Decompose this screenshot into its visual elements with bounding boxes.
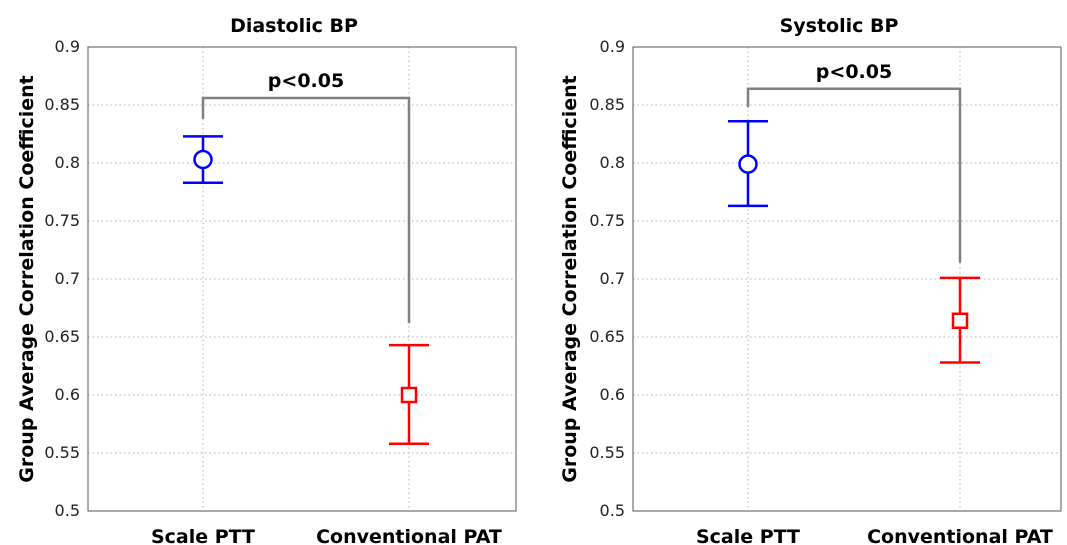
circle-marker [738, 154, 758, 174]
y-tick-label: 0.65 [44, 327, 80, 346]
plot-area-frame [632, 46, 1062, 512]
y-tick-label: 0.85 [44, 95, 80, 114]
plot-area-frame [87, 46, 517, 512]
y-tick-label: 0.5 [600, 501, 625, 520]
y-tick-label: 0.9 [600, 37, 625, 56]
y-tick-label: 0.7 [55, 269, 80, 288]
y-tick-label: 0.85 [589, 95, 625, 114]
chart-title: Diastolic BP [230, 15, 358, 37]
y-tick-label: 0.55 [44, 443, 80, 462]
significance-bracket [201, 96, 411, 324]
circle-marker [193, 149, 213, 170]
y-tick-label: 0.55 [589, 443, 625, 462]
x-tick-label: Scale PTT [151, 526, 255, 545]
y-tick-label: 0.8 [600, 153, 625, 172]
significance-bracket [746, 87, 962, 263]
chart-panel-1: 0.5 0.55 0.6 0.65 0.7 0.75 0.8 0.85 0.9 Diastolic… [16, 15, 517, 545]
y-axis-label: Group Average Correlation Coefficient [559, 75, 581, 482]
y-tick-label: 0.75 [589, 211, 625, 230]
y-tick-label: 0.9 [55, 37, 80, 56]
y-axis-label: Group Average Correlation Coefficient [16, 75, 38, 482]
y-tick-label: 0.6 [55, 385, 80, 404]
x-tick-label: Scale PTT [696, 526, 800, 545]
significance-label: p<0.05 [816, 61, 892, 83]
x-tick-label: Conventional PAT [867, 526, 1053, 545]
data-point-2 [389, 343, 429, 445]
data-point-1 [728, 119, 768, 208]
y-tick-label: 0.75 [44, 211, 80, 230]
data-point-1 [183, 135, 223, 184]
y-tick-label: 0.6 [600, 385, 625, 404]
square-marker [951, 312, 969, 330]
y-tick-label: 0.65 [589, 327, 625, 346]
significance-label: p<0.05 [268, 70, 344, 92]
y-tick-label: 0.8 [55, 153, 80, 172]
chart-panel-2: 0.5 0.55 0.6 0.65 0.7 0.75 0.8 0.85 0.9 Systolic … [559, 15, 1062, 545]
y-tick-label: 0.5 [55, 501, 80, 520]
x-tick-label: Conventional PAT [316, 526, 502, 545]
square-marker [400, 386, 418, 404]
data-point-2 [940, 276, 980, 364]
y-tick-label: 0.7 [600, 269, 625, 288]
chart-title: Systolic BP [780, 15, 899, 37]
